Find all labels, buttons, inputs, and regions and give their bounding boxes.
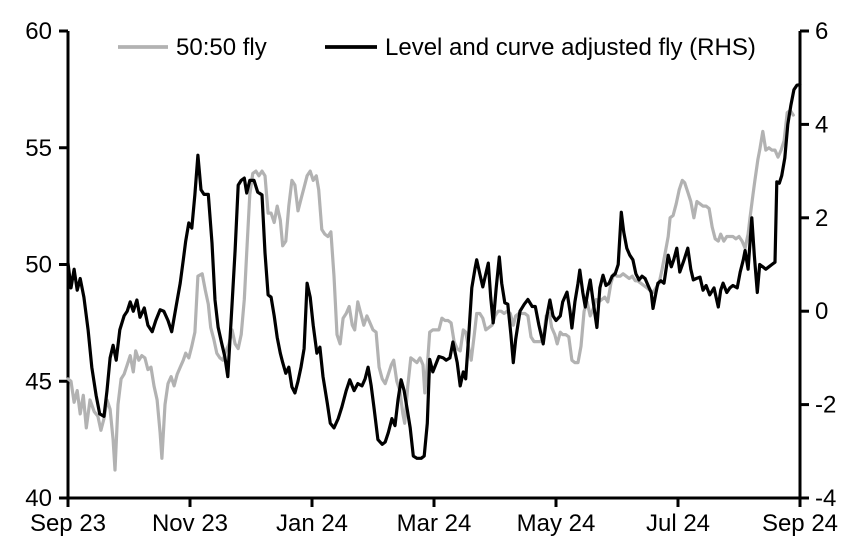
x-axis-ticks: Sep 23 Nov 23 Jan 24 Mar 24 May 24 Jul 24 Sep … <box>30 498 838 537</box>
left-tick-label: 60 <box>25 18 52 45</box>
x-tick-label: Sep 23 <box>30 510 106 537</box>
right-tick-label: 6 <box>815 18 828 45</box>
x-tick-label: Sep 24 <box>762 510 838 537</box>
legend: 50:50 fly Level and curve adjusted fly (R… <box>118 34 756 61</box>
left-tick-label: 45 <box>25 368 52 395</box>
x-tick-label: May 24 <box>517 510 596 537</box>
right-tick-label: 0 <box>815 298 828 325</box>
x-tick-label: Jan 24 <box>276 510 348 537</box>
right-axis-ticks: -4 -2 0 2 4 6 <box>800 18 836 512</box>
right-tick-label: -4 <box>815 485 836 512</box>
right-tick-label: 2 <box>815 205 828 232</box>
x-tick-label: Nov 23 <box>152 510 228 537</box>
left-tick-label: 50 <box>25 252 52 279</box>
series-line-5050-fly <box>66 108 795 472</box>
left-axis-ticks: 40 45 50 55 60 <box>25 18 68 512</box>
series-line-adjusted-fly <box>66 83 802 460</box>
legend-label: Level and curve adjusted fly (RHS) <box>385 34 756 61</box>
left-tick-label: 55 <box>25 135 52 162</box>
left-tick-label: 40 <box>25 485 52 512</box>
right-tick-label: -2 <box>815 392 836 419</box>
legend-label: 50:50 fly <box>176 34 267 61</box>
right-tick-label: 4 <box>815 111 828 138</box>
x-tick-label: Jul 24 <box>646 510 710 537</box>
x-tick-label: Mar 24 <box>397 510 472 537</box>
